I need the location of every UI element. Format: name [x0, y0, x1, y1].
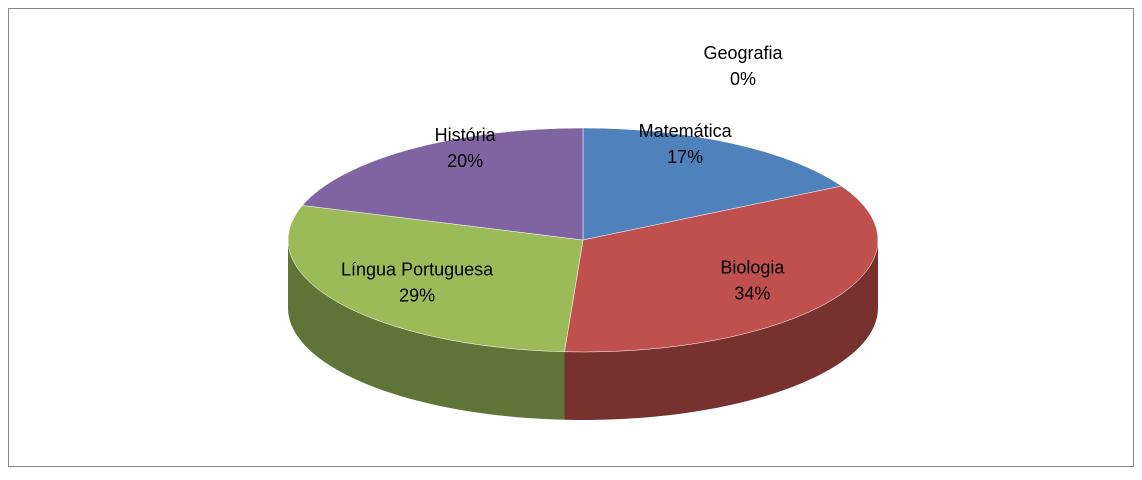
- slice-value-label: 29%: [399, 286, 435, 306]
- slice-value-label: 0%: [730, 69, 756, 89]
- slice-label: Geografia: [703, 43, 783, 63]
- pie-slice: [301, 127, 584, 241]
- slice-label: Língua Portuguesa: [341, 260, 494, 280]
- pie-slice: [582, 127, 843, 241]
- pie-wall: [288, 240, 565, 420]
- slice-value-label: 17%: [667, 147, 703, 167]
- slice-value-label: 20%: [447, 151, 483, 171]
- pie-wall: [564, 240, 878, 420]
- slice-label: História: [435, 125, 497, 145]
- pie-slice: [564, 185, 879, 353]
- slice-label: Matemática: [639, 121, 733, 141]
- pie-slice: [287, 205, 584, 353]
- slice-value-label: 34%: [734, 284, 770, 304]
- slice-label: Biologia: [720, 258, 785, 278]
